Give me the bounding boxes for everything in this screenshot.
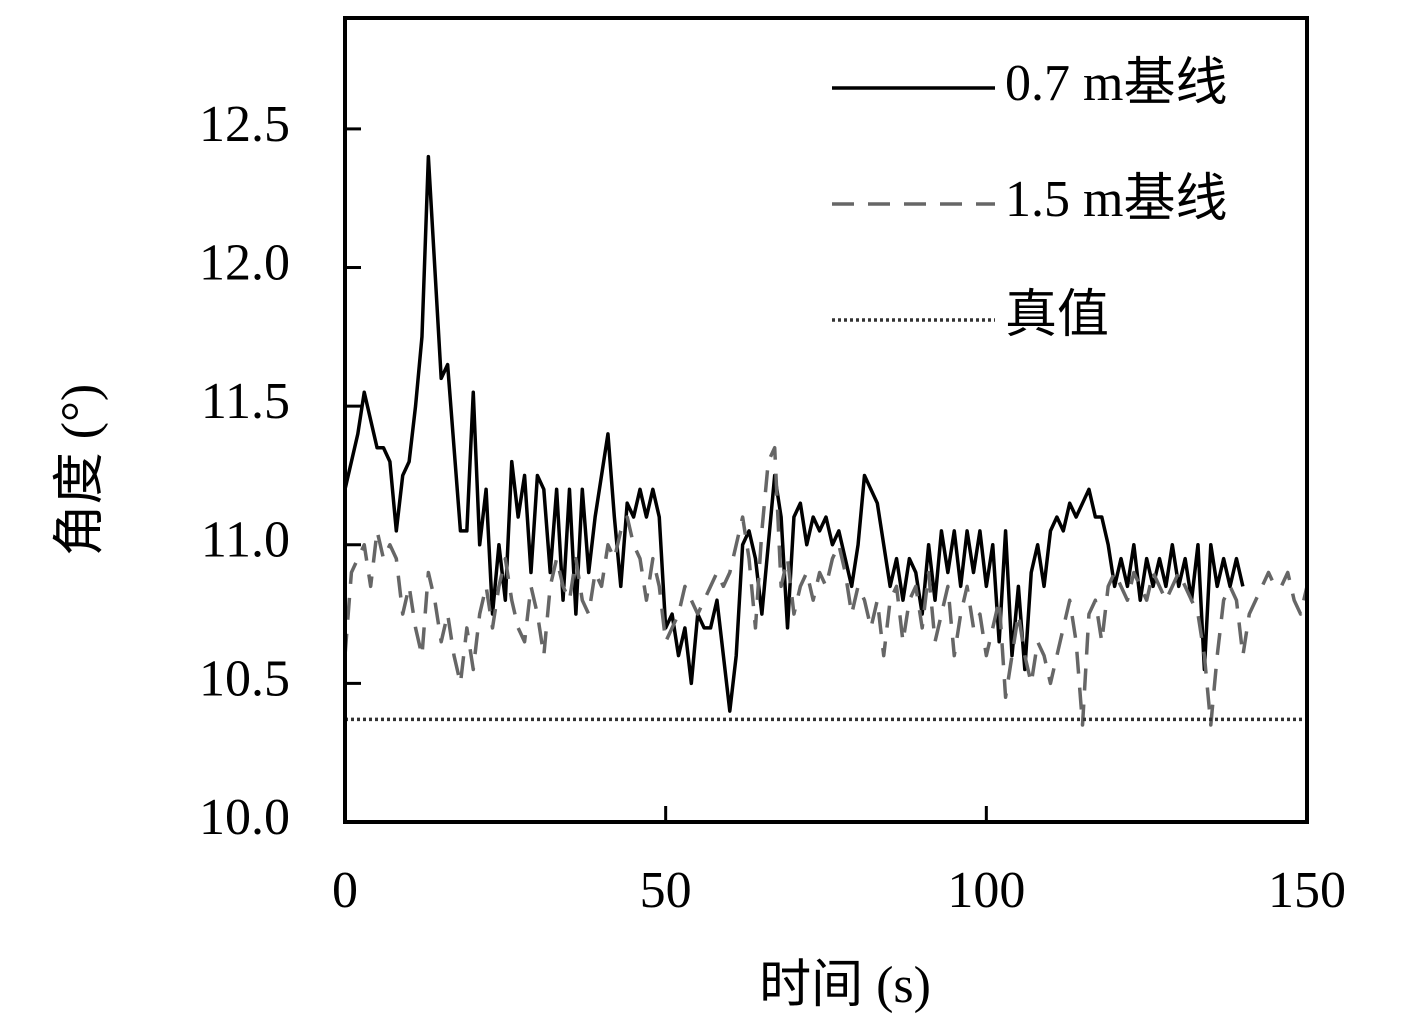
y-tick-label: 10.5: [199, 650, 290, 707]
y-tick-label: 10.0: [199, 789, 290, 846]
x-tick-label: 100: [947, 862, 1025, 919]
x-tick-label: 50: [640, 862, 692, 919]
x-tick-label: 0: [332, 862, 358, 919]
y-tick-label: 11.0: [201, 512, 290, 569]
legend-label: 0.7 m基线: [1005, 55, 1227, 112]
y-tick-label: 12.0: [199, 234, 290, 291]
y-tick-label: 11.5: [201, 373, 290, 430]
series-line: [343, 445, 1309, 727]
y-tick-label: 12.5: [199, 96, 290, 153]
legend-label: 真值: [1005, 287, 1109, 344]
plot-frame: [343, 16, 1309, 824]
x-tick-label: 150: [1268, 862, 1346, 919]
series-line: [343, 154, 1245, 713]
y-axis-label: 角度 (°): [52, 384, 109, 556]
x-axis-label: 时间 (s): [759, 957, 931, 1014]
legend-label: 1.5 m基线: [1005, 171, 1227, 228]
